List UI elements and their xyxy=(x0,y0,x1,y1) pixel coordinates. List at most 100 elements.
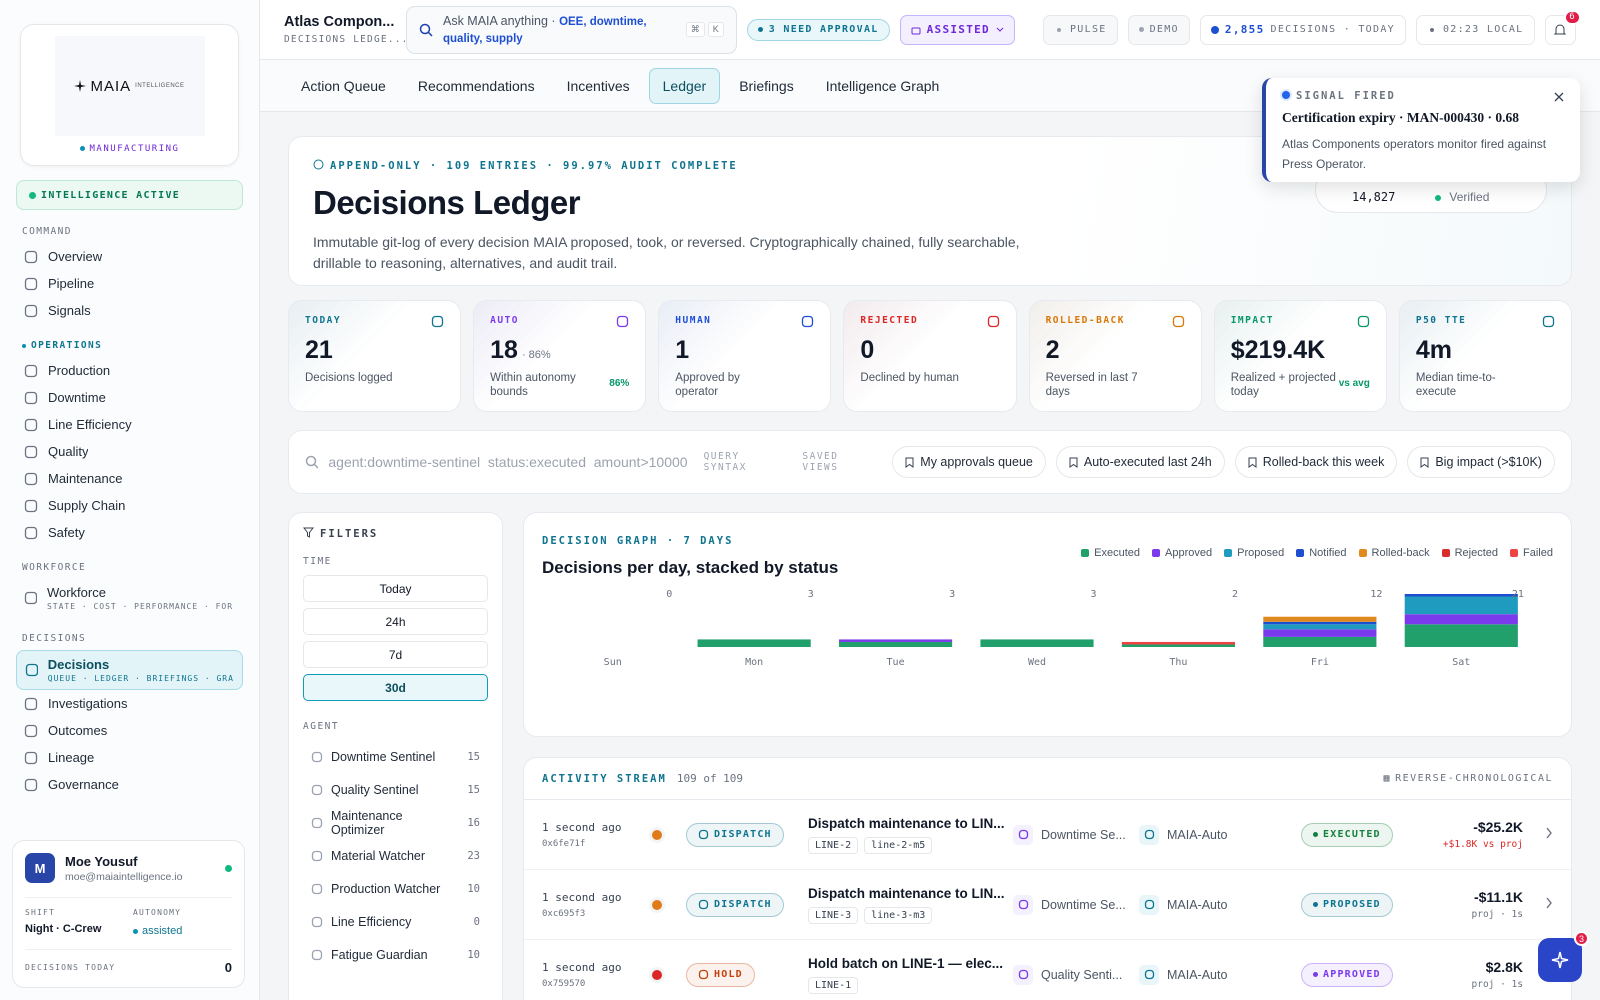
nav-item[interactable]: Lineage xyxy=(16,744,243,771)
nav-item[interactable]: Downtime xyxy=(16,384,243,411)
icon-shape xyxy=(24,391,38,404)
key: K xyxy=(707,22,724,37)
approval-pill[interactable]: 3 NEED APPROVAL xyxy=(746,18,890,41)
nav-text: Workforce STATE · COST · PERFORMANCE · FO… xyxy=(47,585,235,611)
agent-filter[interactable]: Maintenance Optimizer 16 xyxy=(303,806,488,839)
ask-search[interactable]: Ask MAIA anything · OEE, downtime, quali… xyxy=(406,5,737,54)
time-button[interactable]: 7d xyxy=(303,641,488,668)
icon xyxy=(311,949,323,960)
pulse-pill[interactable]: PULSE xyxy=(1042,14,1118,45)
nav-item[interactable]: Safety xyxy=(16,519,243,546)
nav-item[interactable]: Governance xyxy=(16,771,243,798)
agent-name: Downtime Sentinel xyxy=(331,749,436,764)
kpi-caption: Median time-to-execute xyxy=(1415,372,1496,398)
status-pill: PROPOSED xyxy=(1301,892,1393,917)
tab[interactable]: Intelligence Graph xyxy=(825,77,940,94)
kpi-icon xyxy=(616,315,629,331)
chart-plot: 0 Sun 3 Mon 3 Tue 3 Wed 2 Thu 12 Fri 21 Sat xyxy=(604,589,1524,668)
time-button[interactable]: Today xyxy=(303,575,488,602)
logo-card: MAIA INTELLIGENCE MANUFACTURING xyxy=(20,24,239,166)
agent-filter[interactable]: Line Efficiency 0 xyxy=(303,905,488,938)
action-pill: DISPATCH xyxy=(686,892,784,917)
notifications[interactable]: 6 xyxy=(1544,9,1581,45)
nav-item[interactable]: Line Efficiency xyxy=(16,411,243,438)
time-button[interactable]: 30d xyxy=(303,674,488,701)
row-hash: 0xc695f3 xyxy=(542,908,586,919)
query-syntax[interactable]: QUERY SYNTAX xyxy=(703,451,747,473)
nav-item[interactable]: Production xyxy=(16,357,243,384)
nav-sub: STATE · COST · PERFORMANCE · FOR... xyxy=(46,602,235,611)
nav-text: Maintenance xyxy=(48,471,122,486)
icon xyxy=(1144,969,1154,980)
time-button[interactable]: 24h xyxy=(303,608,488,635)
activity-row[interactable]: 1 second ago 0x6fe71f DISPATCH Dispatch mai… xyxy=(524,800,1571,870)
icon-shape xyxy=(24,277,38,290)
saved-view[interactable]: Auto-executed last 24h xyxy=(1055,446,1225,478)
category-label: Sat xyxy=(1452,657,1470,668)
demo-pill[interactable]: DEMO xyxy=(1127,14,1190,45)
saved-view[interactable]: Rolled-back this week xyxy=(1234,446,1398,478)
agent-name: Material Watcher xyxy=(331,848,426,863)
nav-item[interactable]: Maintenance xyxy=(16,465,243,492)
row-dot xyxy=(652,899,662,910)
nav-item[interactable]: Overview xyxy=(16,243,243,270)
user-meta: SHIFT Night · C-Crew AUTONOMY assisted xyxy=(25,897,232,937)
icon-shape xyxy=(1018,969,1028,980)
legend: Executed Approved Proposed Notified Rolled-b… xyxy=(1081,547,1553,559)
nav-label: Outcomes xyxy=(48,723,108,738)
row-amount: -$25.2K +$1.8K vs proj xyxy=(1416,819,1523,850)
bar-segment xyxy=(1121,641,1235,645)
icon-shape xyxy=(24,418,38,431)
icon-shape xyxy=(698,829,709,840)
nav-item[interactable]: Investigations xyxy=(16,690,243,717)
icon xyxy=(698,829,709,840)
nav-item[interactable]: Pipeline xyxy=(16,270,243,297)
agent-filter[interactable]: Fatigue Guardian 10 xyxy=(303,938,488,971)
saved-view[interactable]: My approvals queue xyxy=(892,446,1046,478)
nav-label: Supply Chain xyxy=(48,498,126,513)
legend-item: Approved xyxy=(1152,547,1212,559)
agent-filter[interactable]: Production Watcher 10 xyxy=(303,872,488,905)
amount-note: +$1.8K vs proj xyxy=(1442,839,1523,850)
icon xyxy=(431,315,444,328)
agent-filter[interactable]: Material Watcher 23 xyxy=(303,839,488,872)
nav-item[interactable]: Supply Chain xyxy=(16,492,243,519)
icon-shape xyxy=(617,315,629,328)
activity-row[interactable]: 1 second ago 0xc695f3 DISPATCH Dispatch mai… xyxy=(524,870,1571,940)
tab[interactable]: Recommendations xyxy=(417,77,535,94)
tab[interactable]: Action Queue xyxy=(301,77,386,94)
icon xyxy=(24,391,38,404)
query-input[interactable]: agent:downtime-sentinel status:executed … xyxy=(328,454,688,470)
agent-filter[interactable]: Downtime Sentinel 15 xyxy=(303,740,488,773)
nav-item[interactable]: Workforce STATE · COST · PERFORMANCE · FO… xyxy=(16,579,243,617)
kpi-value-row: 4m xyxy=(1416,336,1555,365)
status-dot xyxy=(1313,972,1318,977)
saved-view[interactable]: Big impact (>$10K) xyxy=(1407,446,1555,478)
category-label: Wed xyxy=(1028,657,1046,668)
user-name: Moe Yousuf xyxy=(65,853,138,869)
icon-shape xyxy=(311,883,323,894)
ledger-title: Decisions Ledger xyxy=(313,184,581,221)
ledger-eyebrow-text: APPEND-ONLY · 109 ENTRIES · 99.97% AUDIT… xyxy=(330,160,738,172)
assistant-button[interactable]: 3 xyxy=(1538,931,1589,982)
nav-label: Workforce xyxy=(46,585,106,600)
nav-text: Safety xyxy=(48,525,85,540)
action-label: DISPATCH xyxy=(714,829,772,840)
toast-close[interactable] xyxy=(1554,92,1564,102)
activity-row[interactable]: 1 second ago 0x759570 HOLD Hold batch on LI… xyxy=(524,940,1571,1000)
saved-view-label: Auto-executed last 24h xyxy=(1083,455,1212,469)
nav-item[interactable]: Quality xyxy=(16,438,243,465)
agent-filter[interactable]: Quality Sentinel 15 xyxy=(303,773,488,806)
online-dot xyxy=(225,864,232,872)
bookmark xyxy=(905,457,914,468)
tab[interactable]: Incentives xyxy=(566,77,630,94)
mode-pill[interactable]: ASSISTED xyxy=(899,14,1015,45)
nav-item[interactable]: Outcomes xyxy=(16,717,243,744)
nav-item[interactable]: Decisions QUEUE · LEDGER · BRIEFINGS · GR… xyxy=(16,650,243,690)
tab[interactable]: Briefings xyxy=(739,77,794,94)
nav-item[interactable]: Signals xyxy=(16,297,243,324)
kpi-icon xyxy=(431,315,444,331)
nav-text: Outcomes xyxy=(48,723,107,738)
tab[interactable]: Ledger xyxy=(648,67,721,104)
row-time: 1 second ago 0x759570 xyxy=(542,961,652,989)
